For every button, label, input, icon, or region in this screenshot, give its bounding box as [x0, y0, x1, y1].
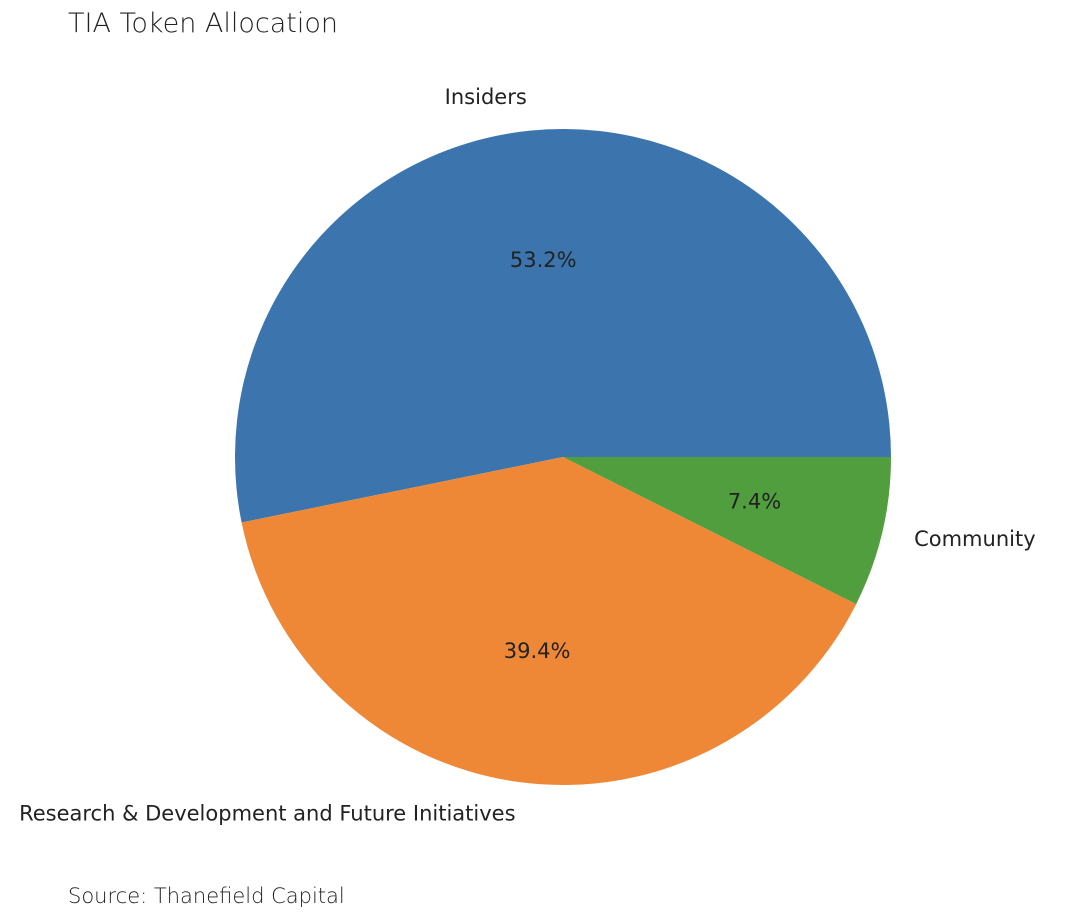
slice-percent-label: 39.4% [504, 639, 571, 663]
source-note: Source: Thanefield Capital [68, 884, 345, 908]
slice-percent-label: 7.4% [728, 489, 781, 513]
slice-percent-label: 53.2% [510, 248, 577, 272]
pie-slice-insiders [234, 128, 891, 523]
pie-slices [234, 128, 891, 786]
slice-category-label: Community [914, 527, 1036, 551]
slice-category-label: Research & Development and Future Initia… [19, 802, 515, 826]
pie-labels: 53.2% Insiders 39.4% Research & Development… [19, 85, 1036, 826]
slice-category-label: Insiders [445, 85, 527, 109]
pie-slice-community [563, 457, 891, 605]
pie-slice-research-development-and-future-initiatives [241, 457, 857, 786]
chart-title: TIA Token Allocation [68, 8, 339, 39]
